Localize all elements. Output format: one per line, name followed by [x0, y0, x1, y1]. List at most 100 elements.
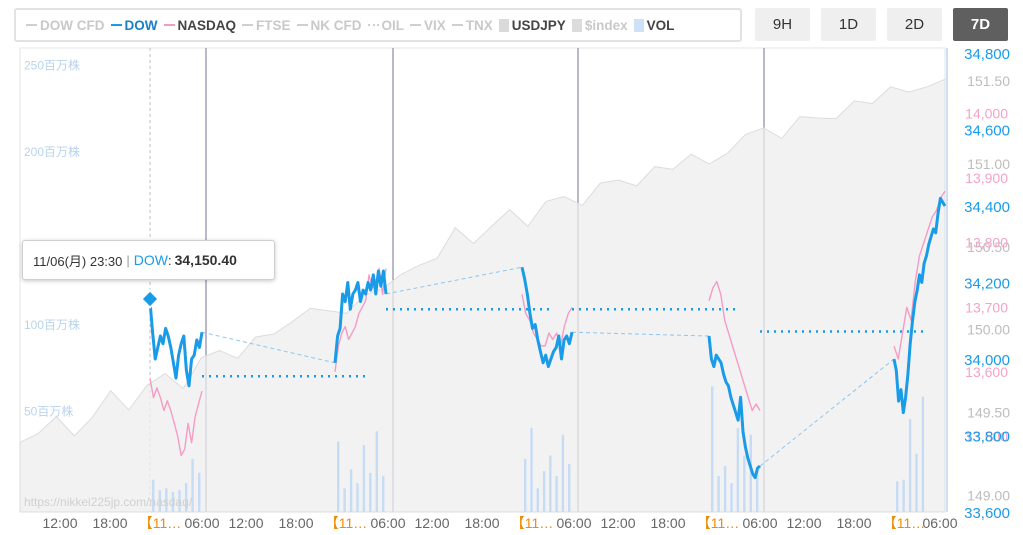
volume-bar — [184, 483, 188, 512]
dow-tick-label: 34,800 — [964, 46, 1010, 63]
volume-bar — [191, 458, 194, 512]
legend-label: DOW CFD — [40, 17, 105, 33]
legend-swatch-icon — [242, 24, 254, 26]
dow-tick-label: 33,600 — [964, 505, 1010, 522]
volume-bar — [524, 458, 527, 512]
tooltip-datetime: 11/06(月) 23:30 — [33, 253, 123, 269]
legend-item-dow-cfd[interactable]: DOW CFD — [26, 18, 105, 33]
legend-item-nasdaq[interactable]: NASDAQ — [163, 17, 237, 33]
timeframe-selector: 9H 1D 2D 7D — [755, 8, 1019, 41]
dow-line — [707, 335, 761, 480]
usdjpy-tick-label: 150.50 — [967, 239, 1010, 255]
x-tick-label: 12:00 — [228, 515, 263, 531]
timeframe-button-9h[interactable]: 9H — [755, 8, 810, 41]
dow-tick-label: 34,400 — [964, 199, 1010, 216]
x-tick-label: 【11… — [697, 515, 740, 531]
legend-swatch-icon — [26, 24, 37, 26]
legend-item-oil[interactable]: OIL — [367, 17, 405, 33]
legend-swatch-icon — [451, 24, 463, 26]
x-tick-label: 06:00 — [742, 515, 777, 531]
session-connector — [201, 331, 336, 364]
tooltip-series: DOW — [133, 252, 168, 268]
dow-line — [892, 196, 947, 415]
x-tick-label: 06:00 — [922, 515, 957, 531]
volume-tick-label: 200百万株 — [24, 144, 80, 159]
series-legend: DOW CFD DOW NASDAQ FTSE NK CFD OIL VIX TNX USDJP… — [14, 8, 742, 42]
volume-bar — [362, 445, 366, 512]
volume-bar — [152, 479, 155, 512]
volume-tick-label: 50百万株 — [24, 404, 73, 419]
dow-line — [520, 266, 574, 369]
session-connector — [571, 331, 710, 337]
x-tick-label: 12:00 — [414, 515, 449, 531]
nasdaq-tick-label: 13,500 — [965, 428, 1008, 444]
tooltip-value: 34,150.40 — [174, 252, 237, 268]
tooltip-separator: | — [126, 252, 130, 268]
x-tick-label: 18:00 — [650, 515, 685, 531]
legend-item-vol[interactable]: VOL — [633, 18, 674, 33]
timeframe-button-7d[interactable]: 7D — [953, 8, 1008, 41]
volume-bar — [369, 472, 372, 512]
legend-item-tnx[interactable]: TNX — [451, 17, 493, 33]
dow-tick-label: 33,800 — [964, 429, 1010, 446]
usdjpy-tick-label: 151.50 — [967, 73, 1010, 89]
session-connector — [385, 266, 523, 295]
legend-item-nk-cfd[interactable]: NK CFD — [296, 18, 362, 33]
volume-bar — [561, 434, 565, 512]
volume-bar — [382, 476, 385, 512]
x-tick-label: 18:00 — [278, 515, 313, 531]
volume-bar — [743, 455, 746, 512]
nasdaq-line — [149, 378, 203, 457]
volume-bar — [542, 471, 546, 512]
watermark: https://nikkei225jp.com/nasdaq/ — [24, 495, 193, 509]
legend-label: OIL — [381, 17, 405, 33]
x-tick-label: 18:00 — [836, 515, 871, 531]
legend-item-ftse[interactable]: FTSE — [242, 18, 291, 33]
volume-tick-label: 100百万株 — [24, 317, 80, 332]
legend-swatch-icon — [633, 18, 644, 32]
legend-item-usdjpy[interactable]: USDJPY — [498, 18, 566, 33]
legend-swatch-icon — [296, 24, 308, 26]
legend-swatch-icon — [110, 24, 122, 26]
x-tick-label: 06:00 — [184, 515, 219, 531]
nasdaq-line — [708, 280, 761, 412]
dow-tick-label: 34,200 — [964, 276, 1010, 293]
dow-line — [333, 269, 388, 363]
volume-bar — [343, 488, 346, 512]
legend-item-vix[interactable]: VIX — [410, 18, 446, 33]
x-tick-label: 18:00 — [464, 515, 499, 531]
legend-swatch-icon — [498, 18, 509, 32]
legend-label: TNX — [465, 17, 493, 33]
x-tick-label: 【11… — [511, 515, 554, 531]
usdjpy-area — [19, 78, 946, 513]
x-tick-label: 【11… — [883, 515, 926, 531]
chart-tooltip: 11/06(月) 23:30 | DOW: 34,150.40 — [22, 240, 275, 280]
legend-swatch-icon — [163, 24, 175, 26]
x-tick-label: 【11… — [139, 515, 182, 531]
legend-item-index[interactable]: $index — [571, 18, 628, 33]
tooltip-colon: : — [167, 252, 172, 268]
dow-line — [148, 301, 204, 388]
timeframe-button-2d[interactable]: 2D — [887, 8, 942, 41]
volume-bar — [756, 469, 759, 512]
legend-swatch-icon — [367, 24, 379, 26]
volume-bar — [158, 490, 161, 512]
volume-bar — [337, 441, 340, 512]
nasdaq-tick-label: 13,600 — [965, 364, 1008, 380]
timeframe-button-1d[interactable]: 1D — [821, 8, 876, 41]
volume-bar — [349, 469, 353, 512]
legend-label: NASDAQ — [177, 17, 237, 33]
x-tick-label: 06:00 — [370, 515, 405, 531]
legend-label: DOW — [124, 17, 158, 33]
legend-item-dow[interactable]: DOW — [110, 17, 158, 33]
legend-swatch-icon — [410, 24, 422, 26]
x-tick-label: 12:00 — [600, 515, 635, 531]
x-tick-label: 【11… — [325, 515, 368, 531]
volume-bar — [730, 483, 733, 512]
volume-bar — [908, 419, 912, 512]
nasdaq-tick-label: 14,000 — [965, 106, 1008, 122]
volume-bar — [165, 488, 168, 512]
x-tick-label: 06:00 — [556, 515, 591, 531]
volume-bars — [152, 386, 925, 513]
